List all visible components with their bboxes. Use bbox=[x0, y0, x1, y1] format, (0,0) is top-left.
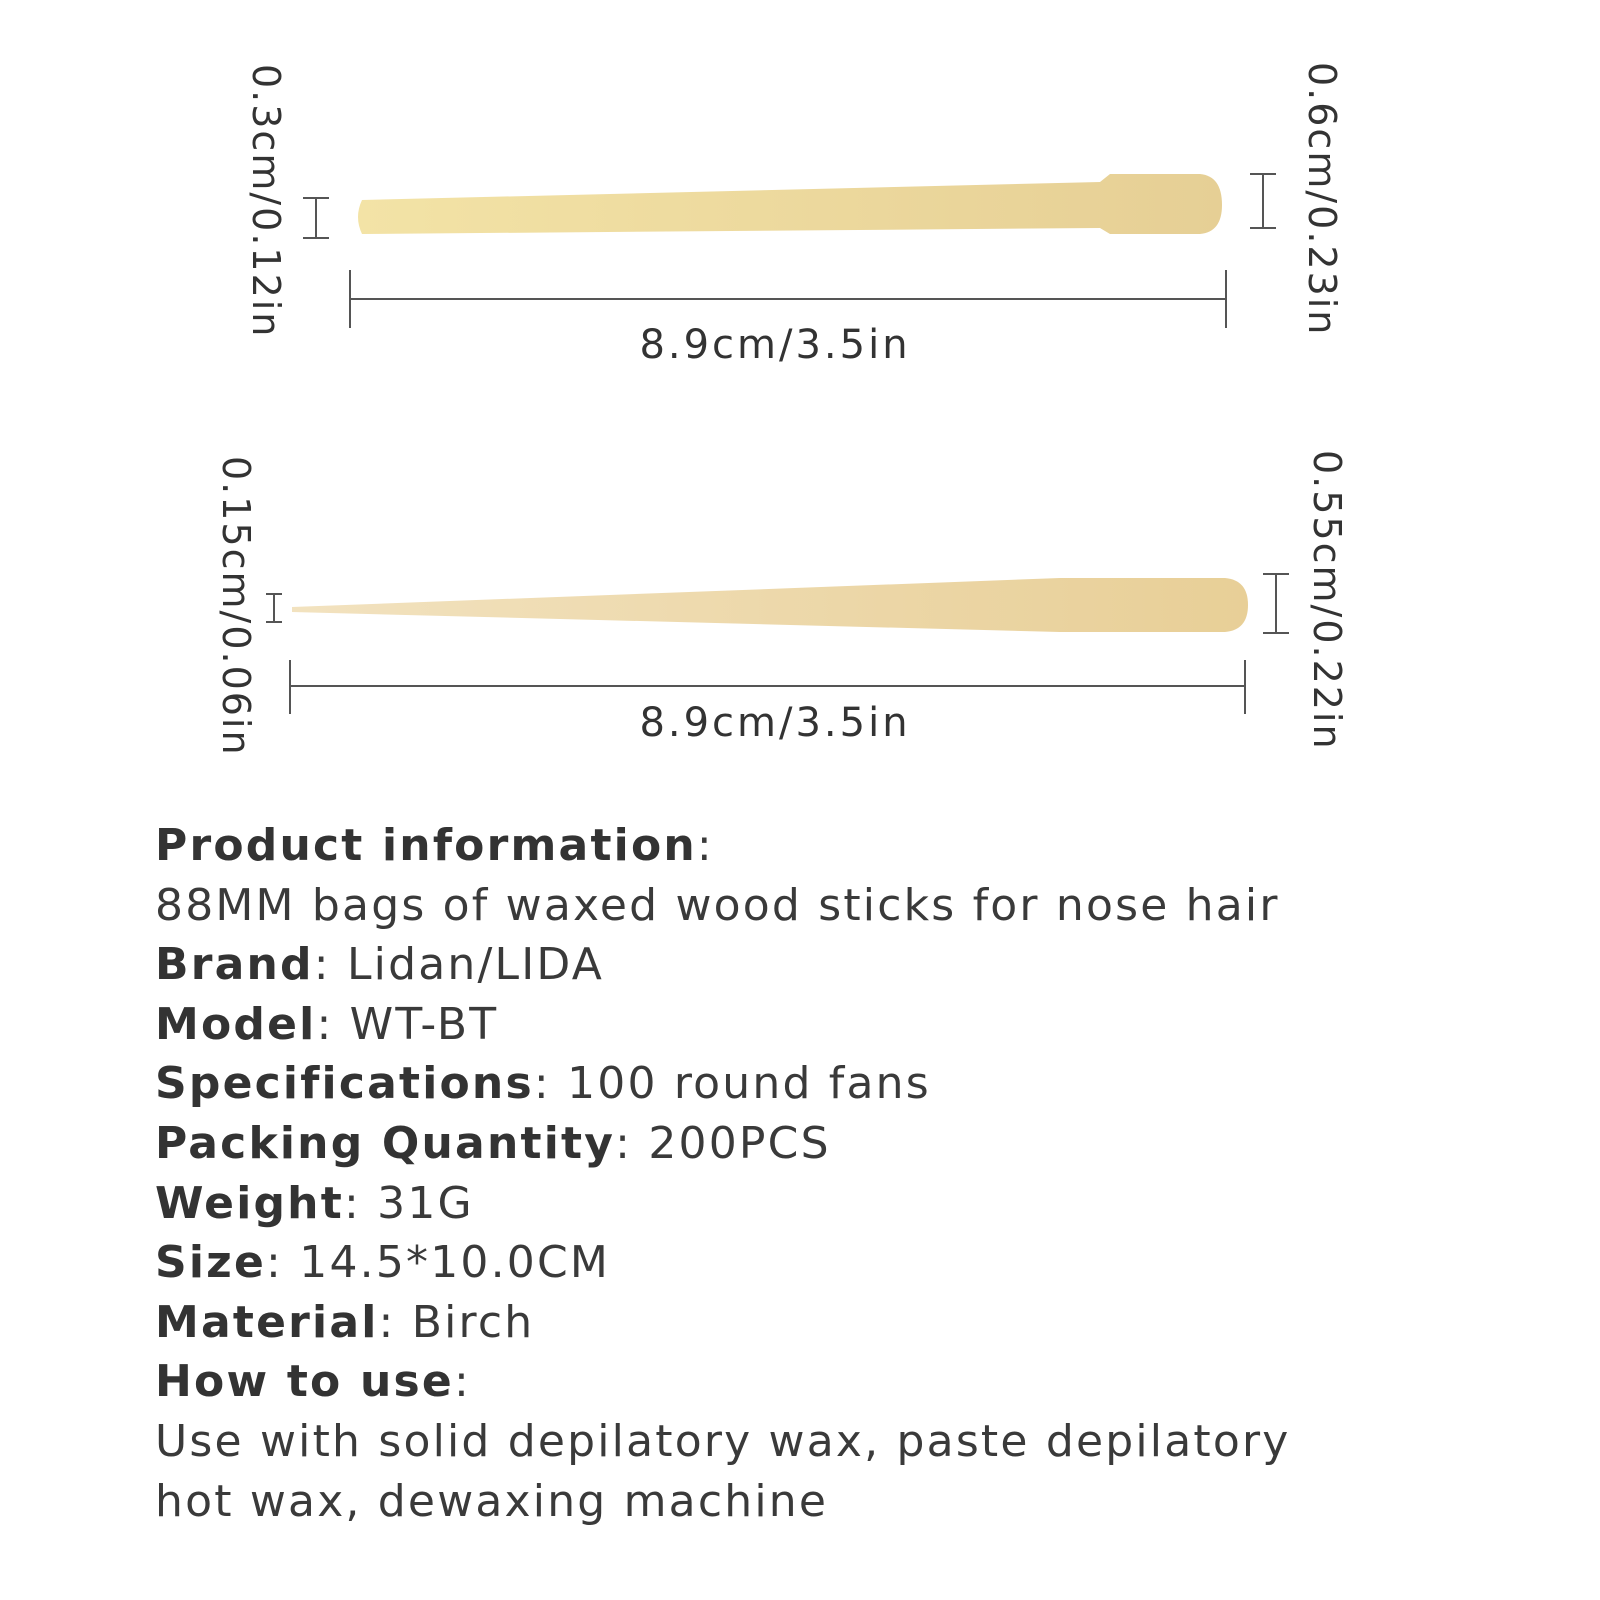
info-packing: Packing Quantity: 200PCS bbox=[155, 1117, 831, 1169]
product-info: Product information: 88MM bags of waxed … bbox=[155, 816, 1291, 1531]
info-description: 88MM bags of waxed wood sticks for nose … bbox=[155, 879, 1280, 931]
info-how-to-use-line1: Use with solid depilatory wax, paste dep… bbox=[155, 1415, 1291, 1467]
wax-stick-1 bbox=[358, 174, 1222, 234]
info-brand: Brand: Lidan/LIDA bbox=[155, 939, 605, 991]
info-material: Material: Birch bbox=[155, 1296, 535, 1348]
stick2-left-width-marker bbox=[266, 593, 282, 623]
stick2-length-label: 8.9cm/3.5in bbox=[639, 700, 911, 746]
stick1-right-width-label: 0.6cm/0.23in bbox=[1300, 62, 1344, 337]
info-model: Model: WT-BT bbox=[155, 998, 499, 1050]
info-heading: Product information: bbox=[155, 820, 714, 871]
stick1-left-width-marker bbox=[303, 197, 329, 239]
info-weight: Weight: 31G bbox=[155, 1177, 474, 1229]
stick1-right-width-marker bbox=[1250, 173, 1276, 229]
stick1-length-label: 8.9cm/3.5in bbox=[639, 322, 911, 368]
info-specifications: Specifications: 100 round fans bbox=[155, 1058, 931, 1110]
info-how-to-use: How to use: bbox=[155, 1356, 471, 1408]
stick2-right-width-marker bbox=[1263, 573, 1289, 634]
info-size: Size: 14.5*10.0CM bbox=[155, 1237, 611, 1289]
stick1-left-width-label: 0.3cm/0.12in bbox=[244, 64, 288, 339]
info-how-to-use-line2: hot wax, dewaxing machine bbox=[155, 1475, 829, 1527]
stick1-length-line bbox=[349, 270, 1227, 328]
stick2-length-line bbox=[289, 660, 1246, 714]
stick2-left-width-label: 0.15cm/0.06in bbox=[214, 456, 258, 757]
stick2-right-width-label: 0.55cm/0.22in bbox=[1305, 450, 1349, 751]
wax-stick-2 bbox=[292, 578, 1248, 632]
